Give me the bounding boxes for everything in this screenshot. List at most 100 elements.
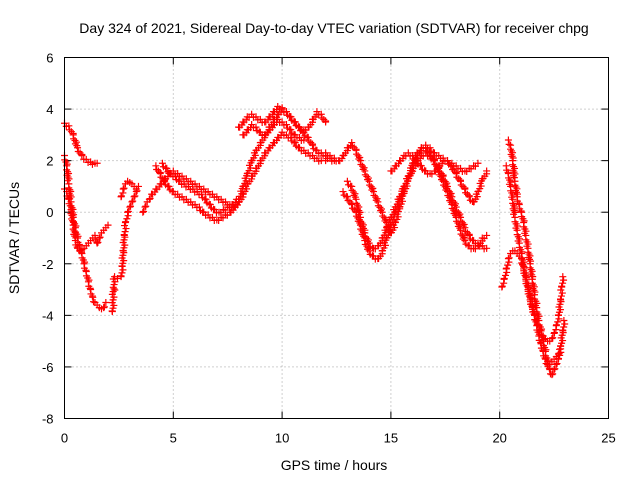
series-arc-a (61, 119, 101, 168)
data-point (457, 177, 465, 185)
data-point (498, 282, 506, 290)
data-point (365, 247, 373, 255)
data-point (123, 215, 131, 223)
data-point (171, 172, 179, 180)
data-point (366, 181, 374, 189)
data-point (163, 164, 171, 172)
data-point (282, 121, 290, 129)
data-point (232, 195, 240, 203)
data-point (442, 186, 450, 194)
data-point (549, 334, 557, 342)
data-point (558, 282, 566, 290)
data-point (559, 273, 567, 281)
data-point (381, 217, 389, 225)
data-point (118, 269, 126, 277)
y-axis-label: SDTVAR / TECUs (6, 182, 22, 294)
data-point (441, 183, 449, 191)
data-point (365, 239, 373, 247)
data-point (558, 289, 566, 297)
data-point (74, 144, 82, 152)
data-point (64, 177, 72, 185)
data-point (422, 144, 430, 152)
data-point (452, 170, 460, 178)
data-point (132, 185, 140, 193)
data-point (139, 208, 147, 216)
data-point (483, 167, 491, 175)
data-point (505, 140, 513, 148)
series-arc-d (108, 182, 142, 315)
data-point (426, 149, 434, 157)
data-point (555, 349, 563, 357)
data-point (548, 335, 556, 343)
data-point (550, 366, 558, 374)
y-tick-label: 2 (46, 154, 53, 169)
series-arc-e (117, 177, 140, 201)
x-tick-label: 5 (170, 431, 177, 446)
data-point (457, 230, 465, 238)
data-point (483, 231, 491, 239)
data-point (448, 162, 456, 170)
y-tick-label: -6 (42, 360, 54, 375)
data-point (304, 133, 312, 141)
data-point (370, 191, 378, 199)
data-point (339, 188, 347, 196)
data-point (113, 274, 121, 282)
x-tick-label: 20 (492, 431, 506, 446)
data-point (505, 254, 513, 262)
data-point (549, 370, 557, 378)
data-point (548, 371, 556, 379)
data-point (440, 181, 448, 189)
data-point (438, 174, 446, 182)
data-point (372, 193, 380, 201)
data-point (282, 108, 290, 116)
x-axis-label: GPS time / hours (281, 457, 388, 473)
data-point (165, 182, 173, 190)
y-tick-label: -2 (42, 257, 54, 272)
data-point (121, 222, 129, 230)
data-point (287, 126, 295, 134)
data-point (364, 238, 372, 246)
data-point (129, 197, 137, 205)
data-point (317, 110, 325, 118)
data-point (202, 195, 210, 203)
data-point (300, 136, 308, 144)
data-point (560, 317, 568, 325)
data-point (459, 232, 467, 240)
x-tick-label: 0 (61, 431, 68, 446)
data-point (120, 184, 128, 192)
data-point (161, 177, 169, 185)
data-point (465, 193, 473, 201)
data-point (510, 210, 518, 218)
data-point (501, 271, 509, 279)
y-tick-label: 4 (46, 102, 53, 117)
data-point (291, 139, 299, 147)
data-point (146, 195, 154, 203)
data-point (459, 235, 467, 243)
data-point (552, 360, 560, 368)
data-point (379, 212, 387, 220)
data-point (431, 161, 439, 169)
data-point (94, 238, 102, 246)
data-point (364, 236, 372, 244)
data-point (504, 261, 512, 269)
data-point (309, 141, 317, 149)
data-point (195, 203, 203, 211)
y-tick-label: -8 (42, 412, 54, 427)
series-arc-q (502, 162, 565, 368)
data-point (127, 202, 135, 210)
data-point (560, 276, 568, 284)
data-point (504, 136, 512, 144)
data-point (291, 118, 299, 126)
data-point (417, 162, 425, 170)
data-point (90, 298, 98, 306)
data-point (557, 345, 565, 353)
data-point (121, 228, 129, 236)
data-point (560, 323, 568, 331)
series-arc-n (387, 149, 491, 206)
data-point (450, 210, 458, 218)
data-point (374, 202, 382, 210)
data-point (124, 208, 132, 216)
data-point (122, 218, 130, 226)
data-point (483, 244, 491, 252)
data-point (104, 221, 112, 229)
